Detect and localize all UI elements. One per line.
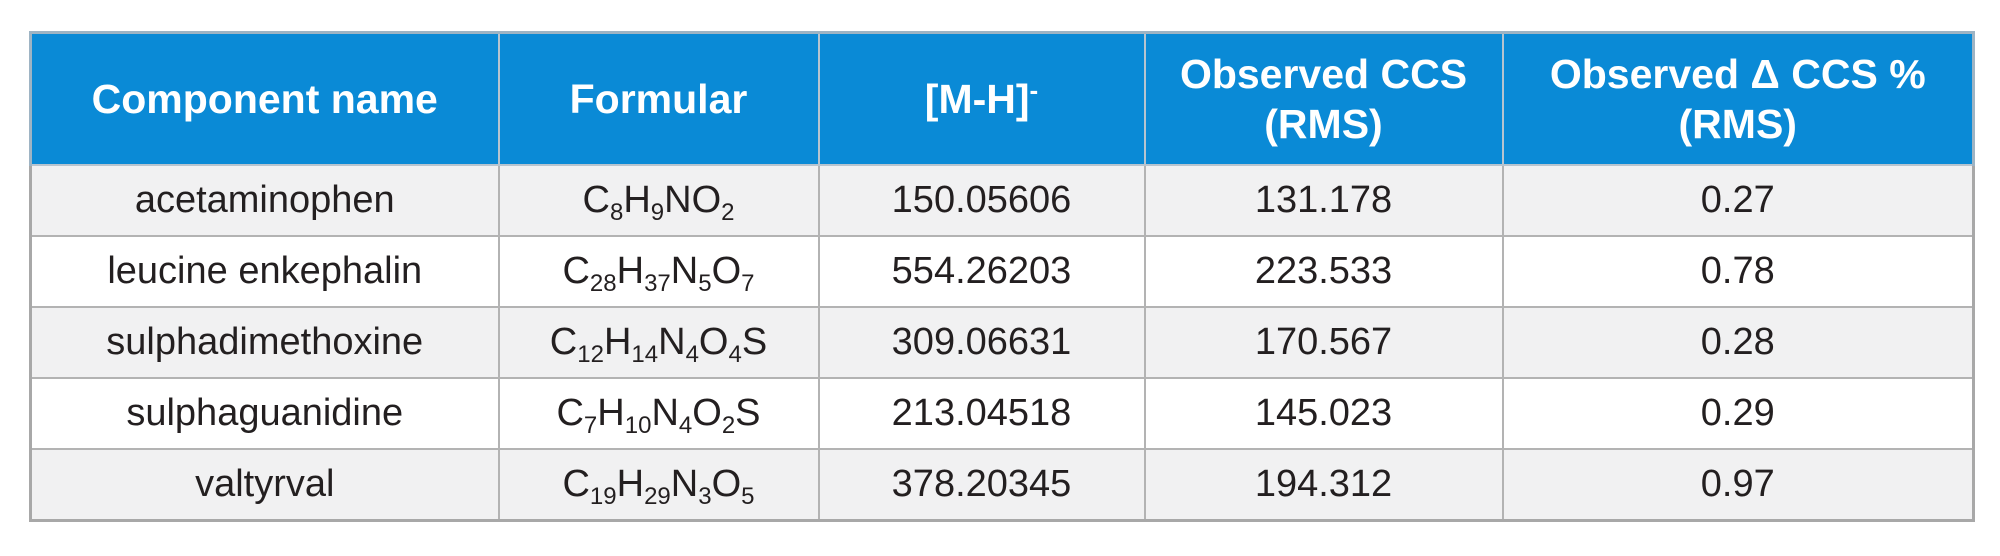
cell-delta: 0.27 [1501, 164, 1975, 237]
formula-element: O [711, 250, 742, 292]
ccs-results-table: Component name Formular [M-H]- Observed … [29, 31, 1975, 522]
table-row: acetaminophen C8H9NO2 150.05606 131.178 0.27 [29, 164, 1975, 237]
formula-element: H [616, 463, 645, 505]
header-row: Component name Formular [M-H]- Observed … [29, 31, 1975, 166]
formula-element: C [549, 321, 578, 363]
cell-ccs: 145.023 [1143, 377, 1504, 450]
formula-subscript: 3 [698, 483, 712, 510]
formula-subscript: 29 [644, 483, 671, 510]
cell-ccs: 223.533 [1143, 235, 1504, 308]
formula-subscript: 28 [589, 270, 617, 297]
cell-mz: 213.04518 [817, 377, 1146, 450]
formula-subscript: 37 [644, 270, 671, 297]
header-observed-ccs-label: Observed CCS (RMS) [1179, 51, 1468, 147]
formula-element: S [735, 392, 761, 434]
cell-formula: C8H9NO2 [497, 164, 820, 237]
table-header: Component name Formular [M-H]- Observed … [29, 31, 1975, 166]
cell-mz: 150.05606 [817, 164, 1146, 237]
formula-subscript: 8 [609, 199, 624, 226]
formula-subscript: 4 [678, 412, 693, 439]
formula-element: N [664, 179, 692, 221]
cell-delta: 0.29 [1501, 377, 1975, 450]
formula-subscript: 7 [583, 412, 598, 439]
formula-element: H [623, 179, 651, 221]
formula-element: C [582, 179, 610, 221]
cell-mz: 378.20345 [817, 448, 1146, 522]
cell-ccs: 131.178 [1143, 164, 1504, 237]
formula-subscript: 9 [650, 199, 665, 226]
table-row: leucine enkephalin C28H37N5O7 554.26203 223… [29, 235, 1975, 308]
formula-element: S [741, 321, 768, 363]
header-mh-superscript: - [1029, 75, 1039, 105]
formula-element: H [603, 321, 632, 363]
table-row: sulphadimethoxine C12H14N4O4S 309.06631 170… [29, 306, 1975, 379]
cell-formula: C28H37N5O7 [497, 235, 820, 308]
formula-subscript: 19 [589, 483, 617, 510]
formula-element: C [556, 392, 584, 434]
cell-formula: C7H10N4O2S [497, 377, 820, 450]
formula-element: O [711, 463, 742, 505]
formula-subscript: 2 [721, 199, 735, 226]
formula-subscript: 12 [577, 341, 604, 368]
table-row: valtyrval C19H29N3O5 378.20345 194.312 0.97 [29, 448, 1975, 522]
cell-ccs: 194.312 [1143, 448, 1504, 522]
cell-delta: 0.28 [1501, 306, 1975, 379]
formula-element: N [651, 392, 679, 434]
cell-mz: 309.06631 [817, 306, 1146, 379]
header-mh: [M-H]- [817, 31, 1146, 166]
table-row: sulphaguanidine C7H10N4O2S 213.04518 145.02… [29, 377, 1975, 450]
cell-mz: 554.26203 [817, 235, 1146, 308]
formula-subscript: 10 [624, 412, 652, 439]
header-observed-delta-ccs: Observed Δ CCS % (RMS) [1501, 31, 1975, 166]
header-observed-ccs: Observed CCS (RMS) [1143, 31, 1504, 166]
formula-subscript: 14 [631, 341, 659, 368]
cell-component-name: leucine enkephalin [29, 235, 500, 308]
cell-component-name: acetaminophen [29, 164, 500, 237]
formula-subscript: 4 [685, 341, 699, 368]
formula-element: H [597, 392, 625, 434]
data-table-container: Component name Formular [M-H]- Observed … [29, 31, 1975, 522]
formula-element: N [670, 250, 699, 292]
cell-delta: 0.97 [1501, 448, 1975, 522]
formula-element: C [562, 463, 590, 505]
formula-subscript: 7 [741, 270, 755, 297]
formula-subscript: 4 [728, 341, 742, 368]
header-mh-label: [M-H] [924, 76, 1030, 122]
formula-subscript: 2 [721, 412, 736, 439]
formula-subscript: 5 [741, 483, 755, 510]
cell-component-name: sulphaguanidine [29, 377, 500, 450]
header-formula: Formular [497, 31, 820, 166]
cell-component-name: sulphadimethoxine [29, 306, 500, 379]
cell-delta: 0.78 [1501, 235, 1975, 308]
formula-element: O [691, 179, 722, 221]
cell-component-name: valtyrval [29, 448, 500, 522]
formula-element: O [692, 392, 722, 434]
formula-element: N [658, 321, 686, 363]
formula-element: C [562, 250, 590, 292]
formula-element: O [698, 321, 729, 363]
cell-ccs: 170.567 [1143, 306, 1504, 379]
header-observed-delta-ccs-label: Observed Δ CCS % (RMS) [1549, 51, 1926, 147]
cell-formula: C19H29N3O5 [497, 448, 820, 522]
formula-subscript: 5 [698, 270, 712, 297]
formula-element: N [670, 463, 699, 505]
cell-formula: C12H14N4O4S [497, 306, 820, 379]
formula-element: H [616, 250, 645, 292]
header-component-name: Component name [29, 31, 500, 166]
table-body: acetaminophen C8H9NO2 150.05606 131.178 0.27… [29, 164, 1975, 522]
